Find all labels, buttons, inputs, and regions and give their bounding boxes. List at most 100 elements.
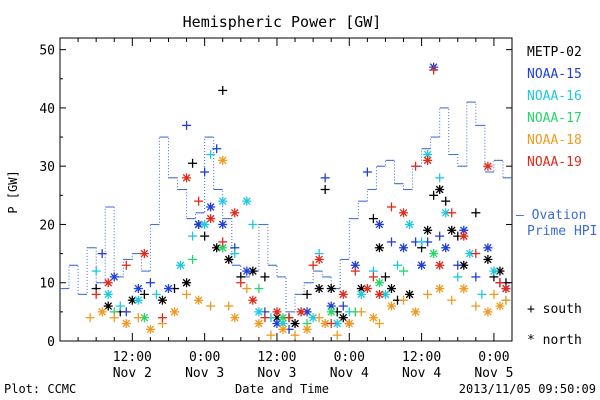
data-point-noaa-18 xyxy=(447,295,457,305)
data-point-noaa-15 xyxy=(417,260,427,270)
data-point-noaa-15 xyxy=(163,284,173,294)
data-point-noaa-19 xyxy=(218,237,228,247)
x-tick-date-label: Nov 3 xyxy=(257,366,296,381)
data-point-noaa-19 xyxy=(435,260,445,270)
data-point-noaa-16 xyxy=(151,289,161,299)
plot-frame xyxy=(59,37,513,342)
data-point-noaa-18 xyxy=(344,319,354,329)
data-point-metp-02 xyxy=(320,185,330,194)
data-point-noaa-15 xyxy=(453,260,463,270)
data-point-noaa-15 xyxy=(362,167,372,177)
data-point-noaa-16 xyxy=(103,289,113,299)
data-point-noaa-18 xyxy=(302,324,312,334)
legend-entry-metp-02: METP-02 xyxy=(527,45,582,60)
data-point-noaa-18 xyxy=(356,307,366,317)
y-tick-label: 10 xyxy=(39,277,55,292)
data-point-noaa-16 xyxy=(91,266,101,276)
data-point-noaa-19 xyxy=(411,161,421,171)
data-point-noaa-15 xyxy=(182,120,192,130)
data-point-noaa-15 xyxy=(338,301,348,311)
data-point-noaa-18 xyxy=(423,289,433,299)
data-point-noaa-16 xyxy=(453,272,463,282)
legend-entry-hpi-line2: Prime HPI xyxy=(527,224,597,239)
data-point-metp-02 xyxy=(302,289,312,299)
data-point-noaa-19 xyxy=(459,231,469,241)
data-point-noaa-18 xyxy=(224,301,234,311)
data-point-noaa-15 xyxy=(302,307,312,317)
data-point-metp-02 xyxy=(423,225,433,235)
data-point-noaa-16 xyxy=(176,260,186,270)
data-point-noaa-15 xyxy=(242,266,252,276)
legend-entry-noaa-17: NOAA-17 xyxy=(527,111,582,126)
data-point-noaa-19 xyxy=(374,289,384,299)
data-point-noaa-18 xyxy=(435,284,445,294)
chart-title: Hemispheric Power [GW] xyxy=(183,13,382,31)
data-point-noaa-19 xyxy=(236,278,246,288)
data-point-metp-02 xyxy=(441,196,451,206)
x-tick-time-label: 12:00 xyxy=(257,350,296,365)
data-point-noaa-15 xyxy=(218,219,228,229)
data-point-noaa-16 xyxy=(188,231,198,241)
data-point-metp-02 xyxy=(103,301,113,311)
data-point-noaa-19 xyxy=(483,161,493,171)
y-tick-label: 0 xyxy=(47,335,55,350)
data-point-noaa-19 xyxy=(91,289,101,299)
data-point-noaa-19 xyxy=(260,313,270,323)
data-point-noaa-15 xyxy=(145,278,155,288)
data-point-noaa-18 xyxy=(133,313,143,323)
data-point-metp-02 xyxy=(380,272,390,282)
data-point-noaa-16 xyxy=(356,289,366,299)
data-point-noaa-18 xyxy=(459,284,469,294)
x-tick-time-label: 0:00 xyxy=(189,350,220,365)
data-point-noaa-16 xyxy=(392,260,402,270)
data-point-noaa-18 xyxy=(121,319,131,329)
x-tick-date-label: Nov 5 xyxy=(474,366,513,381)
data-point-noaa-18 xyxy=(290,330,300,340)
data-point-noaa-15 xyxy=(441,243,451,253)
data-point-noaa-18 xyxy=(399,295,409,305)
data-point-metp-02 xyxy=(435,185,445,194)
data-point-noaa-19 xyxy=(308,260,318,270)
x-tick-time-label: 0:00 xyxy=(478,350,509,365)
data-point-noaa-17 xyxy=(374,278,384,288)
legend-entry-noaa-15: NOAA-15 xyxy=(527,67,582,82)
legend-entry-noaa-16: NOAA-16 xyxy=(527,89,582,104)
data-point-noaa-18 xyxy=(85,313,95,323)
data-point-noaa-15 xyxy=(200,167,210,177)
data-point-noaa-15 xyxy=(133,284,143,294)
marker-legend-south: + south xyxy=(527,302,582,317)
data-point-metp-02 xyxy=(447,225,457,235)
data-point-metp-02 xyxy=(471,208,481,218)
data-point-noaa-18 xyxy=(489,289,499,299)
data-point-noaa-18 xyxy=(170,307,180,317)
data-point-noaa-19 xyxy=(103,278,113,288)
data-point-noaa-19 xyxy=(206,214,216,224)
data-point-noaa-16 xyxy=(477,289,487,299)
data-point-noaa-16 xyxy=(242,196,252,206)
data-point-metp-02 xyxy=(368,214,378,224)
data-point-noaa-18 xyxy=(194,295,204,305)
data-point-noaa-15 xyxy=(320,173,330,183)
x-tick-time-label: 12:00 xyxy=(402,350,441,365)
data-point-metp-02 xyxy=(188,158,198,168)
data-point-noaa-19 xyxy=(447,208,457,218)
data-point-noaa-19 xyxy=(495,278,505,288)
hpi-line-layer xyxy=(60,101,512,313)
legend-entry-noaa-18: NOAA-18 xyxy=(527,133,582,148)
data-point-noaa-15 xyxy=(109,272,119,282)
data-point-metp-02 xyxy=(182,278,192,288)
data-point-metp-02 xyxy=(224,254,234,264)
data-point-noaa-18 xyxy=(332,330,342,340)
data-point-noaa-16 xyxy=(206,150,216,160)
data-point-metp-02 xyxy=(429,190,439,200)
data-point-noaa-19 xyxy=(350,266,360,276)
data-point-noaa-18 xyxy=(266,330,276,340)
y-tick-label: 30 xyxy=(39,160,55,175)
data-point-noaa-16 xyxy=(248,219,258,229)
data-point-metp-02 xyxy=(218,85,228,95)
data-point-noaa-18 xyxy=(242,284,252,294)
data-point-noaa-19 xyxy=(157,313,167,323)
data-point-noaa-18 xyxy=(501,295,511,305)
